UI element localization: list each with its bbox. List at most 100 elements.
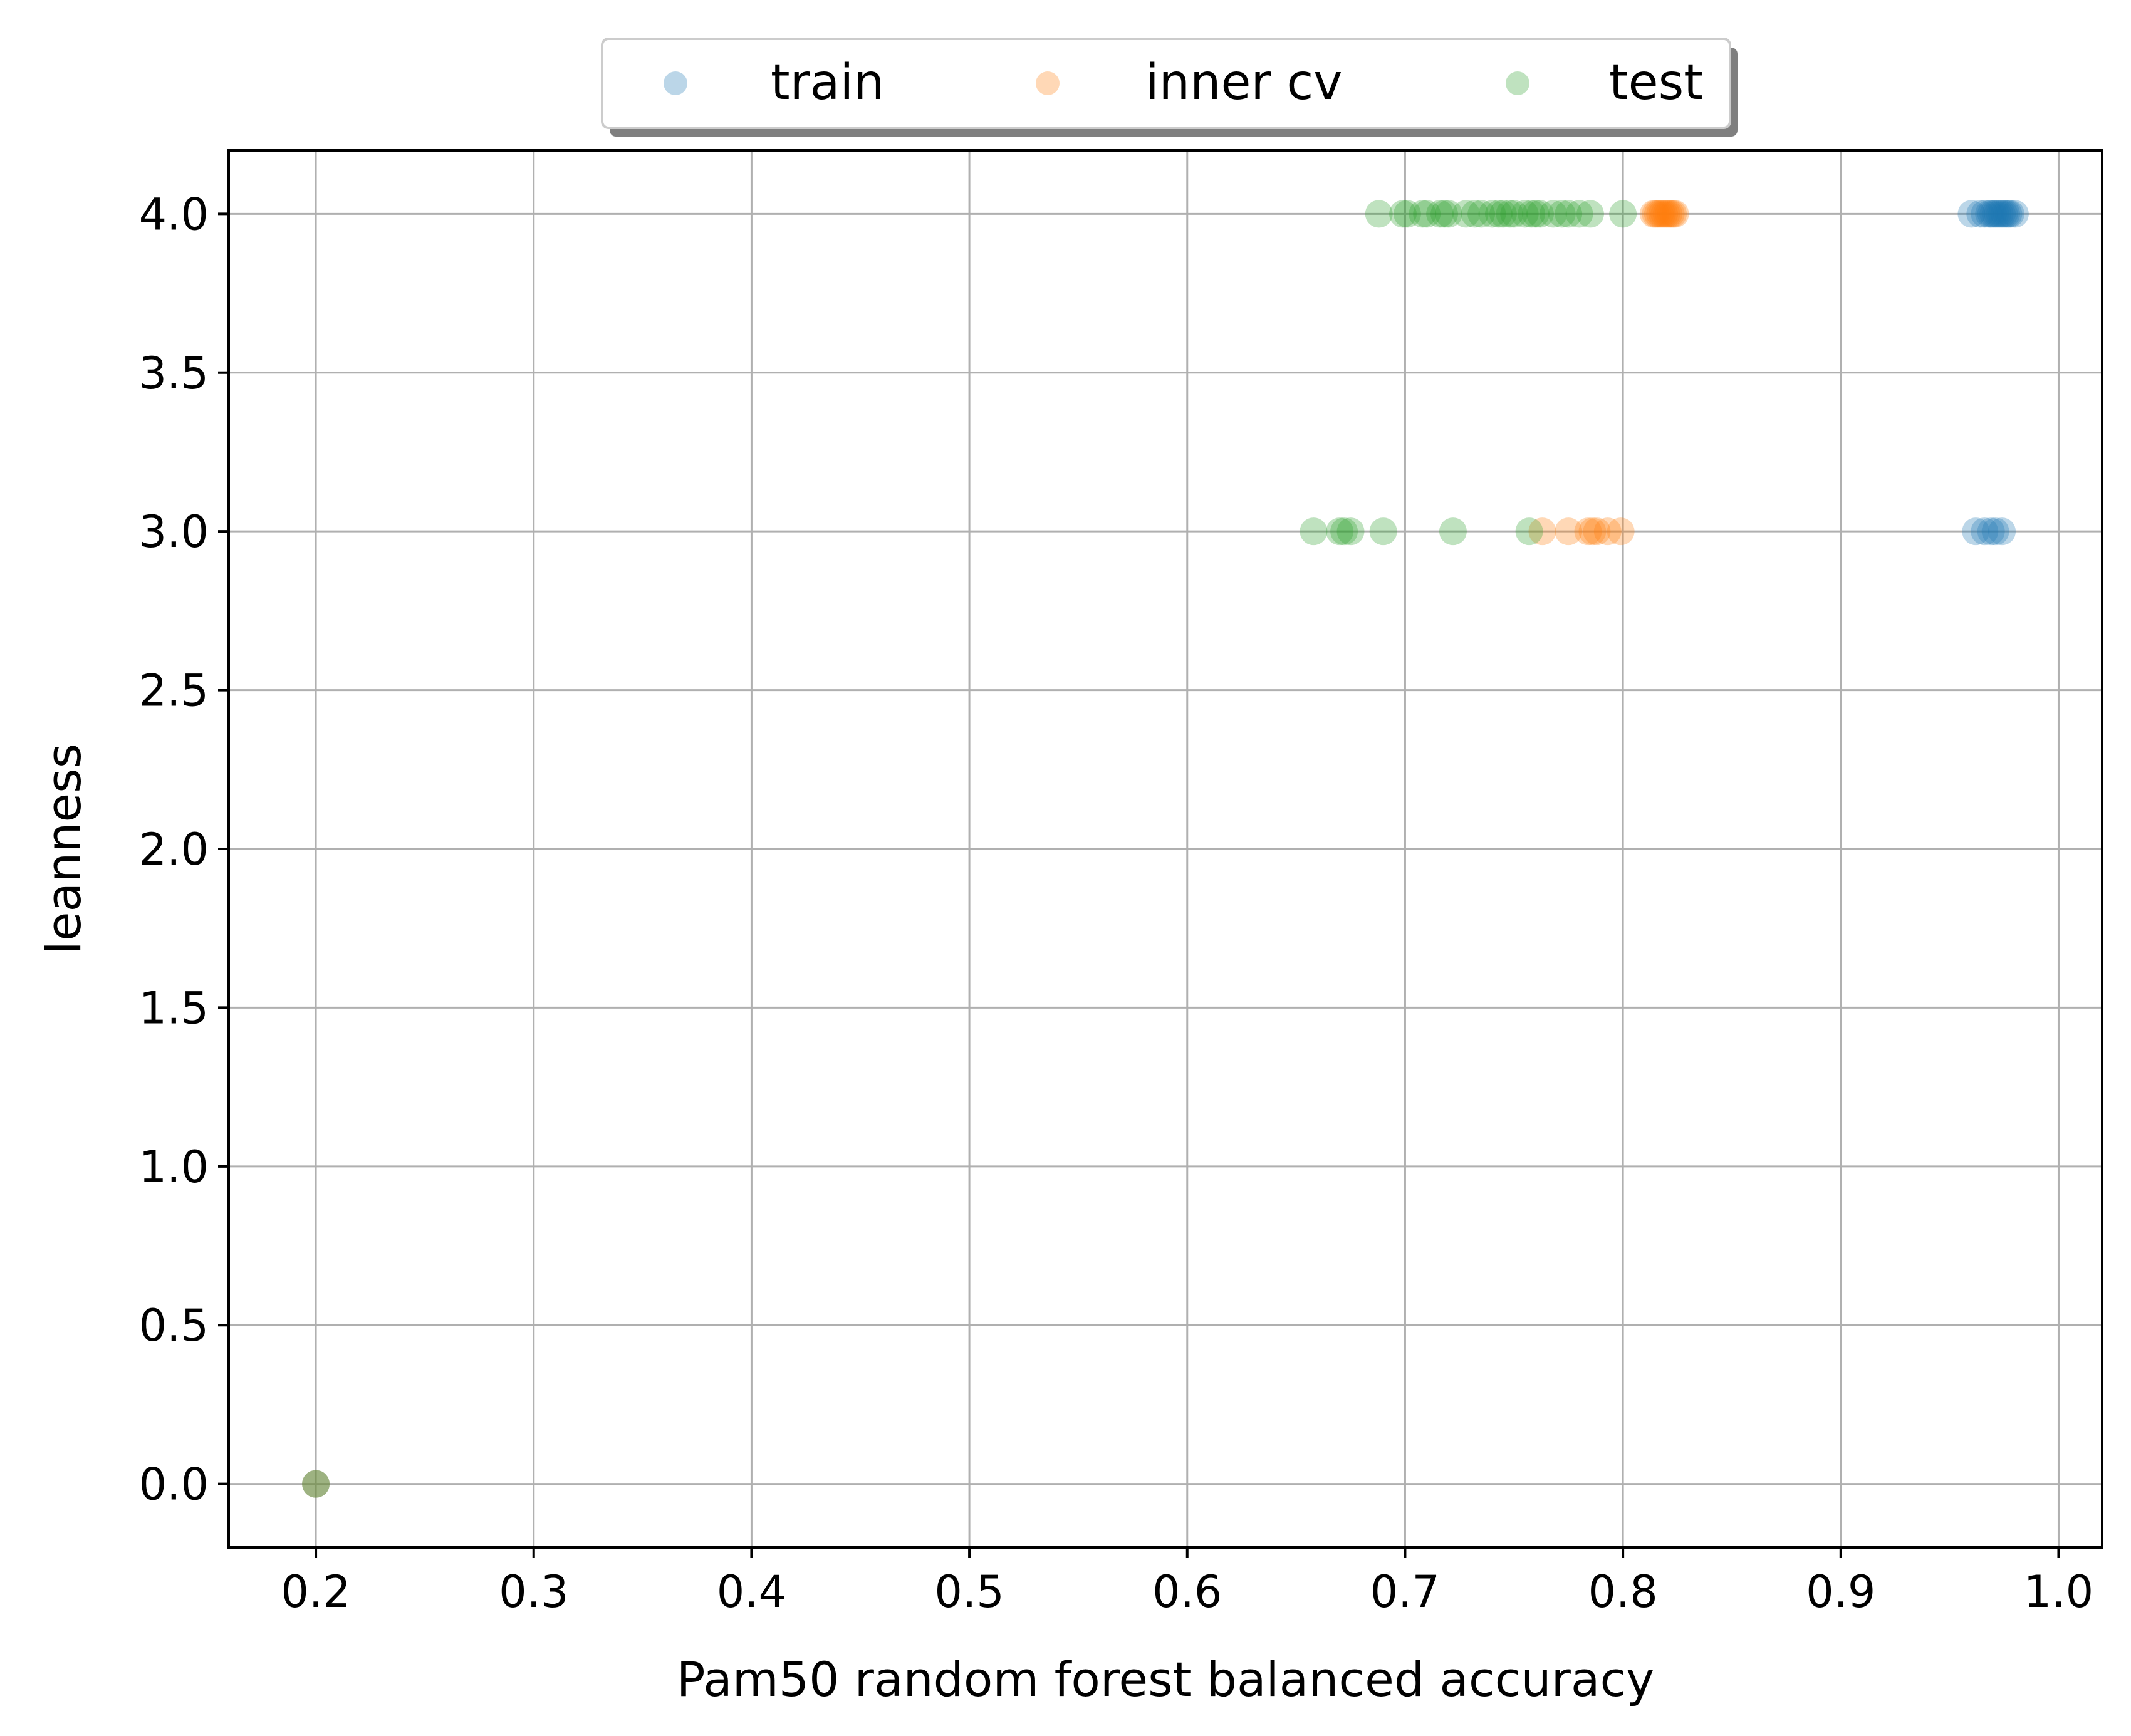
point-train (2001, 200, 2029, 228)
point-inner-cv (1642, 200, 1670, 228)
point-inner-cv (1648, 200, 1676, 228)
point-test (1409, 200, 1437, 228)
point-test (302, 1470, 330, 1498)
point-test (1496, 200, 1524, 228)
point-inner-cv (1657, 200, 1685, 228)
x-axis-ticks: 0.2 0.3 0.4 0.5 0.6 0.7 0.8 0.9 1.0 (281, 1547, 2093, 1618)
point-test (1515, 517, 1543, 546)
point-test (1336, 517, 1365, 546)
point-test (1365, 200, 1393, 228)
point-inner-cv (1646, 200, 1674, 228)
point-train (1977, 517, 2005, 546)
point-test (1609, 200, 1637, 228)
point-train (1981, 200, 2009, 228)
point-test (1330, 517, 1358, 546)
point-test (1565, 200, 1593, 228)
point-inner-cv (1650, 200, 1679, 228)
x-tick-label: 0.3 (499, 1566, 568, 1618)
point-test (1430, 200, 1459, 228)
x-tick-label: 0.5 (934, 1566, 1004, 1618)
x-tick-label: 0.9 (1806, 1566, 1875, 1618)
x-axis-label: Pam50 random forest balanced accuracy (677, 1651, 1654, 1707)
point-train (1988, 517, 2016, 546)
point-inner-cv (1655, 200, 1683, 228)
point-train (1988, 200, 2016, 228)
y-tick-label: 1.5 (139, 982, 209, 1034)
point-test (1300, 517, 1328, 546)
x-tick-label: 0.4 (717, 1566, 786, 1618)
series-train (302, 200, 2029, 1498)
point-inner-cv (1583, 517, 1611, 546)
point-train (1984, 200, 2012, 228)
point-inner-cv (1607, 517, 1635, 546)
y-tick-label: 4.0 (139, 189, 209, 240)
point-test (1389, 200, 1417, 228)
point-train (1990, 200, 2018, 228)
point-test (1439, 517, 1467, 546)
legend: train inner cv test (601, 38, 1738, 137)
point-train (1975, 200, 2003, 228)
point-train (1993, 200, 2021, 228)
point-test (1576, 200, 1604, 228)
legend-label-inner-cv: inner cv (1145, 55, 1342, 111)
legend-marker-inner-cv (1036, 71, 1060, 95)
point-inner-cv (1652, 200, 1680, 228)
point-inner-cv (1578, 517, 1607, 546)
point-train (1981, 517, 2009, 546)
point-test (1467, 200, 1496, 228)
point-train (1962, 517, 1990, 546)
point-test (1426, 200, 1454, 228)
x-tick-label: 0.7 (1370, 1566, 1440, 1618)
point-test (1369, 517, 1397, 546)
point-test (1500, 200, 1528, 228)
point-train (302, 1470, 330, 1498)
y-tick-label: 3.0 (139, 506, 209, 558)
y-axis-ticks: 0.0 0.5 1.0 1.5 2.0 2.5 3.0 3.5 4.0 (139, 189, 229, 1510)
point-test (1522, 200, 1550, 228)
x-tick-label: 1.0 (2024, 1566, 2093, 1618)
point-test (1478, 200, 1506, 228)
point-train (1966, 200, 1994, 228)
y-tick-label: 2.5 (139, 665, 209, 717)
series-test (302, 200, 1637, 1498)
point-train (1986, 200, 2014, 228)
point-test (1452, 200, 1480, 228)
y-tick-label: 3.5 (139, 348, 209, 399)
point-inner-cv (302, 1470, 330, 1498)
x-tick-label: 0.6 (1152, 1566, 1222, 1618)
legend-label-test: test (1609, 55, 1703, 111)
point-inner-cv (1574, 517, 1602, 546)
point-test (1511, 200, 1539, 228)
point-test (1555, 200, 1583, 228)
point-inner-cv (1528, 517, 1556, 546)
point-inner-cv (1555, 517, 1583, 546)
legend-label-train: train (771, 55, 885, 111)
point-train (1971, 517, 1999, 546)
point-test (1484, 200, 1513, 228)
point-test (1461, 200, 1489, 228)
point-train (1994, 200, 2023, 228)
point-test (1393, 200, 1421, 228)
point-test (1489, 200, 1517, 228)
legend-marker-train (664, 71, 687, 95)
point-train (1996, 200, 2024, 228)
point-test (1434, 200, 1462, 228)
y-tick-label: 0.0 (139, 1459, 209, 1510)
y-tick-label: 1.0 (139, 1141, 209, 1193)
point-test (1548, 200, 1576, 228)
x-tick-label: 0.2 (281, 1566, 350, 1618)
y-axis-label: leanness (36, 744, 91, 955)
series-inner-cv (302, 200, 1689, 1498)
legend-marker-test (1506, 71, 1529, 95)
point-test (1518, 200, 1546, 228)
point-test (1526, 200, 1554, 228)
data-points (302, 200, 2029, 1498)
point-train (1979, 200, 2008, 228)
point-train (1957, 200, 1986, 228)
point-test (1413, 200, 1441, 228)
y-tick-label: 2.0 (139, 824, 209, 875)
legend-box (601, 38, 1731, 129)
point-inner-cv (1659, 200, 1687, 228)
